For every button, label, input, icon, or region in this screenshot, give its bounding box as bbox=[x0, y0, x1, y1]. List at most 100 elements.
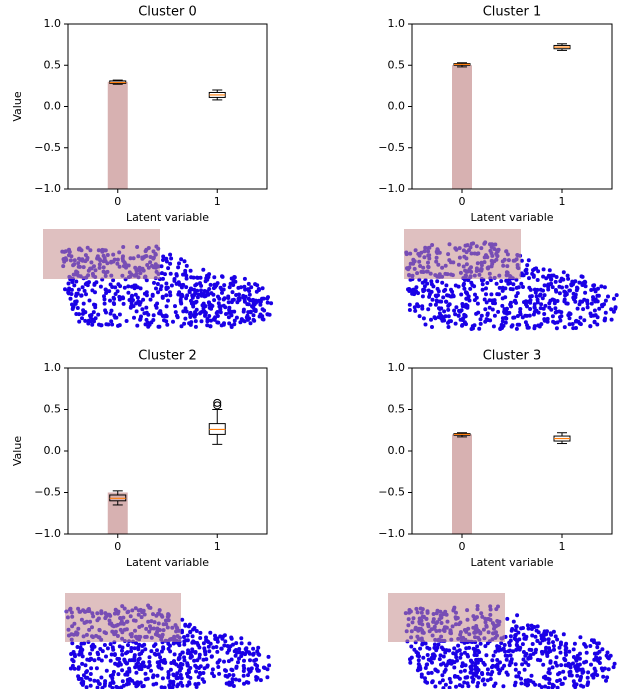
cloud-point bbox=[242, 659, 246, 663]
cloud-point bbox=[541, 296, 545, 300]
cloud-point bbox=[461, 316, 465, 320]
cloud-point bbox=[145, 311, 149, 315]
cloud-point bbox=[481, 288, 485, 292]
cloud-point bbox=[576, 286, 580, 290]
cloud-point bbox=[435, 646, 439, 650]
y-tick-label: 0.5 bbox=[388, 58, 406, 71]
cloud-point bbox=[186, 663, 190, 667]
cloud-point bbox=[101, 649, 105, 653]
cloud-point bbox=[481, 661, 485, 665]
cloud-point bbox=[251, 647, 255, 651]
cloud-point bbox=[267, 663, 271, 667]
cloud-point bbox=[523, 682, 527, 686]
cloud-point bbox=[532, 326, 536, 330]
cloud-point bbox=[167, 673, 171, 677]
cloud-point bbox=[255, 290, 259, 294]
axes-frame bbox=[68, 368, 267, 534]
cloud-point bbox=[254, 308, 258, 312]
cloud-point bbox=[253, 663, 257, 667]
cloud-point bbox=[554, 280, 558, 284]
cloud-point bbox=[257, 669, 261, 673]
cloud-point bbox=[203, 666, 207, 670]
cloud-point bbox=[90, 644, 94, 648]
cloud-point bbox=[220, 323, 224, 327]
cloud-point bbox=[96, 313, 100, 317]
cloud-point bbox=[517, 323, 521, 327]
cloud-point bbox=[67, 282, 71, 286]
cloud-point bbox=[578, 302, 582, 306]
cloud-point bbox=[103, 679, 107, 683]
cloud-point bbox=[483, 307, 487, 311]
cloud-point bbox=[519, 626, 523, 630]
cloud-point bbox=[548, 677, 552, 681]
cloud-point bbox=[525, 263, 529, 267]
cloud-point bbox=[560, 286, 564, 290]
cloud-point bbox=[583, 291, 587, 295]
cloud-point bbox=[584, 660, 588, 664]
cloud-point bbox=[553, 301, 557, 305]
cloud-point bbox=[463, 669, 467, 673]
cloud-point bbox=[423, 284, 427, 288]
cloud-point bbox=[421, 288, 425, 292]
highlight-region bbox=[43, 229, 160, 279]
cloud-point bbox=[195, 665, 199, 669]
cloud-point bbox=[164, 286, 168, 290]
cloud-point bbox=[509, 634, 513, 638]
cloud-point bbox=[152, 313, 156, 317]
cloud-point bbox=[179, 673, 183, 677]
cloud-point bbox=[574, 293, 578, 297]
cloud-point bbox=[463, 320, 467, 324]
cloud-point bbox=[485, 317, 489, 321]
cloud-point bbox=[448, 677, 452, 681]
cloud-point bbox=[70, 280, 74, 284]
cloud-point bbox=[509, 653, 513, 657]
cloud-point bbox=[513, 299, 517, 303]
cloud-point bbox=[188, 676, 192, 680]
cloud-point bbox=[147, 660, 151, 664]
cloud-point bbox=[477, 327, 481, 331]
cloud-point bbox=[546, 285, 550, 289]
x-axis-label: Latent variable bbox=[126, 556, 209, 569]
cloud-point bbox=[161, 296, 165, 300]
cloud-point bbox=[457, 309, 461, 313]
cloud-point bbox=[462, 283, 466, 287]
cloud-point bbox=[413, 309, 417, 313]
cloud-point bbox=[471, 326, 475, 330]
cloud-point bbox=[123, 658, 127, 662]
cloud-point bbox=[207, 287, 211, 291]
cloud-point bbox=[242, 674, 246, 678]
cloud-point bbox=[247, 642, 251, 646]
cloud-point bbox=[94, 280, 98, 284]
cloud-point bbox=[178, 656, 182, 660]
cloud-point bbox=[563, 676, 567, 680]
cloud-point bbox=[168, 262, 172, 266]
cloud-point bbox=[202, 641, 206, 645]
x-axis-label: Latent variable bbox=[470, 211, 553, 224]
cloud-point bbox=[610, 318, 614, 322]
cloud-point bbox=[246, 681, 250, 685]
cloud-point bbox=[140, 307, 144, 311]
cloud-point bbox=[76, 306, 80, 310]
cloud-point bbox=[494, 664, 498, 668]
cloud-point bbox=[439, 300, 443, 304]
cloud-point bbox=[595, 642, 599, 646]
cloud-point bbox=[536, 639, 540, 643]
cloud-point bbox=[198, 281, 202, 285]
cloud-point bbox=[232, 684, 236, 688]
cloud-point bbox=[88, 652, 92, 656]
cloud-point bbox=[142, 643, 146, 647]
cloud-point bbox=[425, 662, 429, 666]
cloud-point bbox=[609, 307, 613, 311]
cloud-point bbox=[133, 286, 137, 290]
cloud-point bbox=[501, 289, 505, 293]
cloud-point bbox=[454, 685, 458, 689]
cloud-point bbox=[508, 303, 512, 307]
cloud-point bbox=[558, 291, 562, 295]
cloud-point bbox=[112, 670, 116, 674]
cloud-point bbox=[163, 660, 167, 664]
cloud-point bbox=[528, 307, 532, 311]
cloud-point bbox=[565, 285, 569, 289]
x-axis-label: Latent variable bbox=[126, 211, 209, 224]
cloud-point bbox=[79, 294, 83, 298]
cloud-point bbox=[491, 308, 495, 312]
